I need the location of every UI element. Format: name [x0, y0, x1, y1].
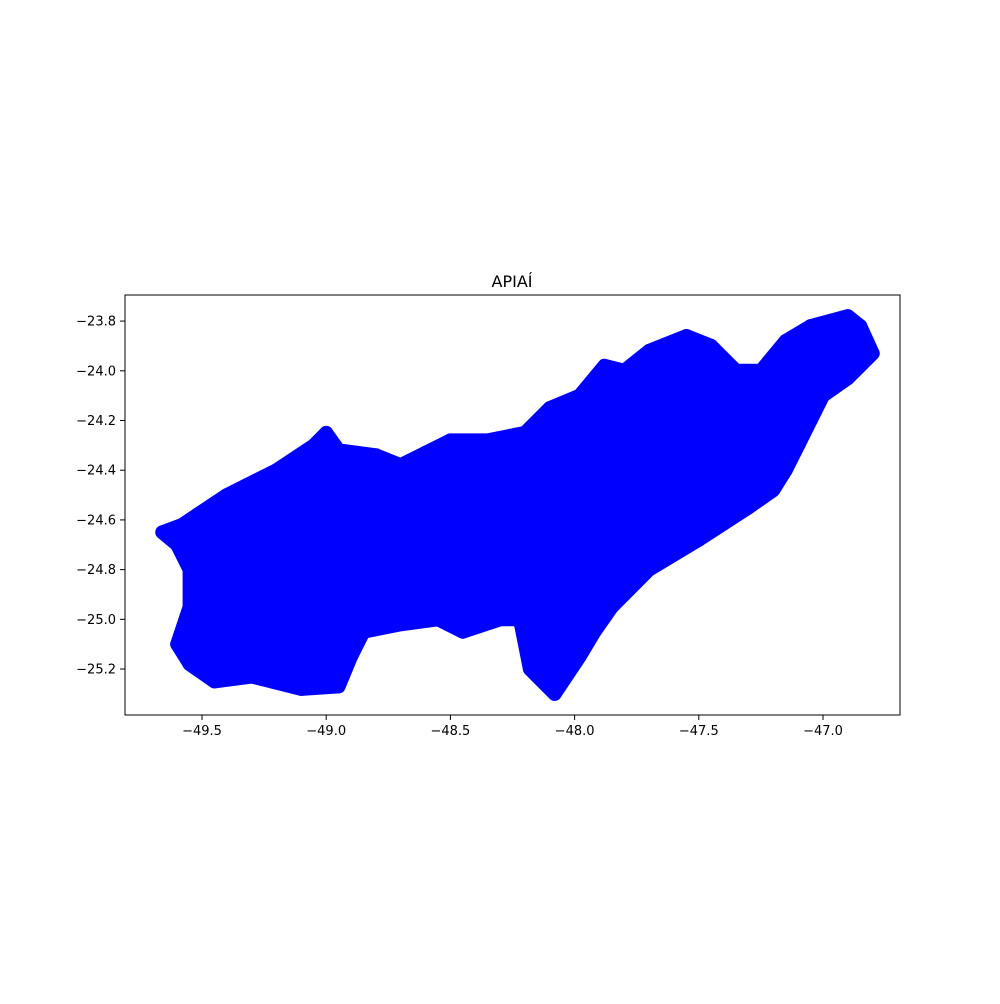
scatter-point	[604, 599, 619, 614]
scatter-point	[572, 388, 587, 403]
scatter-point	[190, 507, 204, 522]
x-tick-label: −47.5	[679, 724, 719, 739]
scatter-point	[617, 363, 632, 378]
scatter-point	[455, 624, 470, 639]
scatter-point	[294, 681, 309, 696]
scatter-point	[704, 338, 719, 353]
scatter-point	[331, 679, 346, 694]
scatter-point	[753, 363, 768, 378]
scatter-point	[170, 637, 185, 652]
axes-frame	[124, 294, 901, 716]
scatter-point	[816, 388, 830, 403]
scatter-point	[207, 674, 222, 689]
scatter-point	[155, 525, 170, 540]
scatter-point	[182, 599, 197, 614]
scatter-point	[803, 413, 818, 428]
scatter-point	[741, 500, 756, 515]
scatter-point	[840, 371, 855, 386]
scatter-point	[778, 463, 793, 478]
scatter-point	[306, 438, 321, 453]
scatter-point	[418, 445, 433, 460]
scatter-point	[778, 334, 793, 348]
scatter-point	[170, 537, 185, 552]
scatter-point	[542, 401, 557, 416]
y-tick-label: −24.4	[76, 464, 116, 479]
scatter-point	[547, 686, 562, 701]
x-tick-label: −47.0	[803, 724, 843, 739]
scatter-point	[522, 662, 537, 676]
x-tick-label: −48.5	[430, 724, 470, 739]
scatter-point	[803, 319, 818, 334]
x-tick-label: −49.5	[182, 724, 222, 739]
y-tick-label: −24.2	[76, 414, 116, 429]
chart-title: APIAÍ	[492, 272, 533, 291]
scatter-point	[853, 319, 868, 334]
scatter-point	[840, 309, 855, 324]
scatter-point	[175, 517, 190, 532]
scatter-point	[517, 425, 532, 440]
x-tick-label: −49.0	[306, 724, 346, 739]
scatter-point	[219, 488, 234, 503]
y-tick-label: −25.0	[76, 613, 116, 628]
scatter-point	[269, 463, 284, 478]
scatter-point	[642, 343, 657, 358]
scatter-point	[729, 363, 744, 378]
scatter-point	[865, 346, 880, 361]
scatter-point	[368, 448, 383, 463]
scatter-point	[791, 438, 806, 453]
plot-area	[155, 309, 880, 701]
y-tick-label: −24.6	[76, 513, 116, 528]
scatter-point	[493, 612, 508, 627]
scatter-point	[513, 612, 527, 627]
y-tick-label: −25.2	[76, 663, 116, 678]
scatter-point	[597, 358, 612, 373]
scatter-point	[182, 657, 197, 672]
y-tick-label: −23.8	[76, 315, 116, 330]
y-tick-label: −24.0	[76, 364, 116, 379]
scatter-point	[393, 458, 408, 473]
scatter-point	[691, 532, 706, 547]
scatter-point	[587, 624, 602, 639]
scatter-point	[182, 562, 197, 577]
scatter-point	[480, 433, 495, 448]
x-axis: −49.5 −49.0 −48.5 −48.0 −47.5 −47.0	[182, 715, 843, 739]
scatter-point	[766, 483, 781, 498]
scatter-point	[344, 649, 358, 664]
scatter-point	[393, 617, 408, 632]
scatter-point	[244, 669, 259, 684]
scatter-point	[443, 433, 458, 448]
x-tick-label: −48.0	[555, 724, 595, 739]
scatter-point	[331, 443, 346, 458]
scatter-point	[431, 612, 445, 627]
y-tick-label: −24.8	[76, 563, 116, 578]
scatter-point	[679, 329, 694, 343]
scatter-point	[319, 425, 334, 440]
y-axis: −23.8 −24.0 −24.2 −24.4 −24.6 −24.8 −25.0 −25.2	[76, 315, 125, 678]
scatter-point	[356, 624, 371, 639]
scatter-point	[572, 649, 587, 664]
scatter-point	[642, 562, 657, 577]
